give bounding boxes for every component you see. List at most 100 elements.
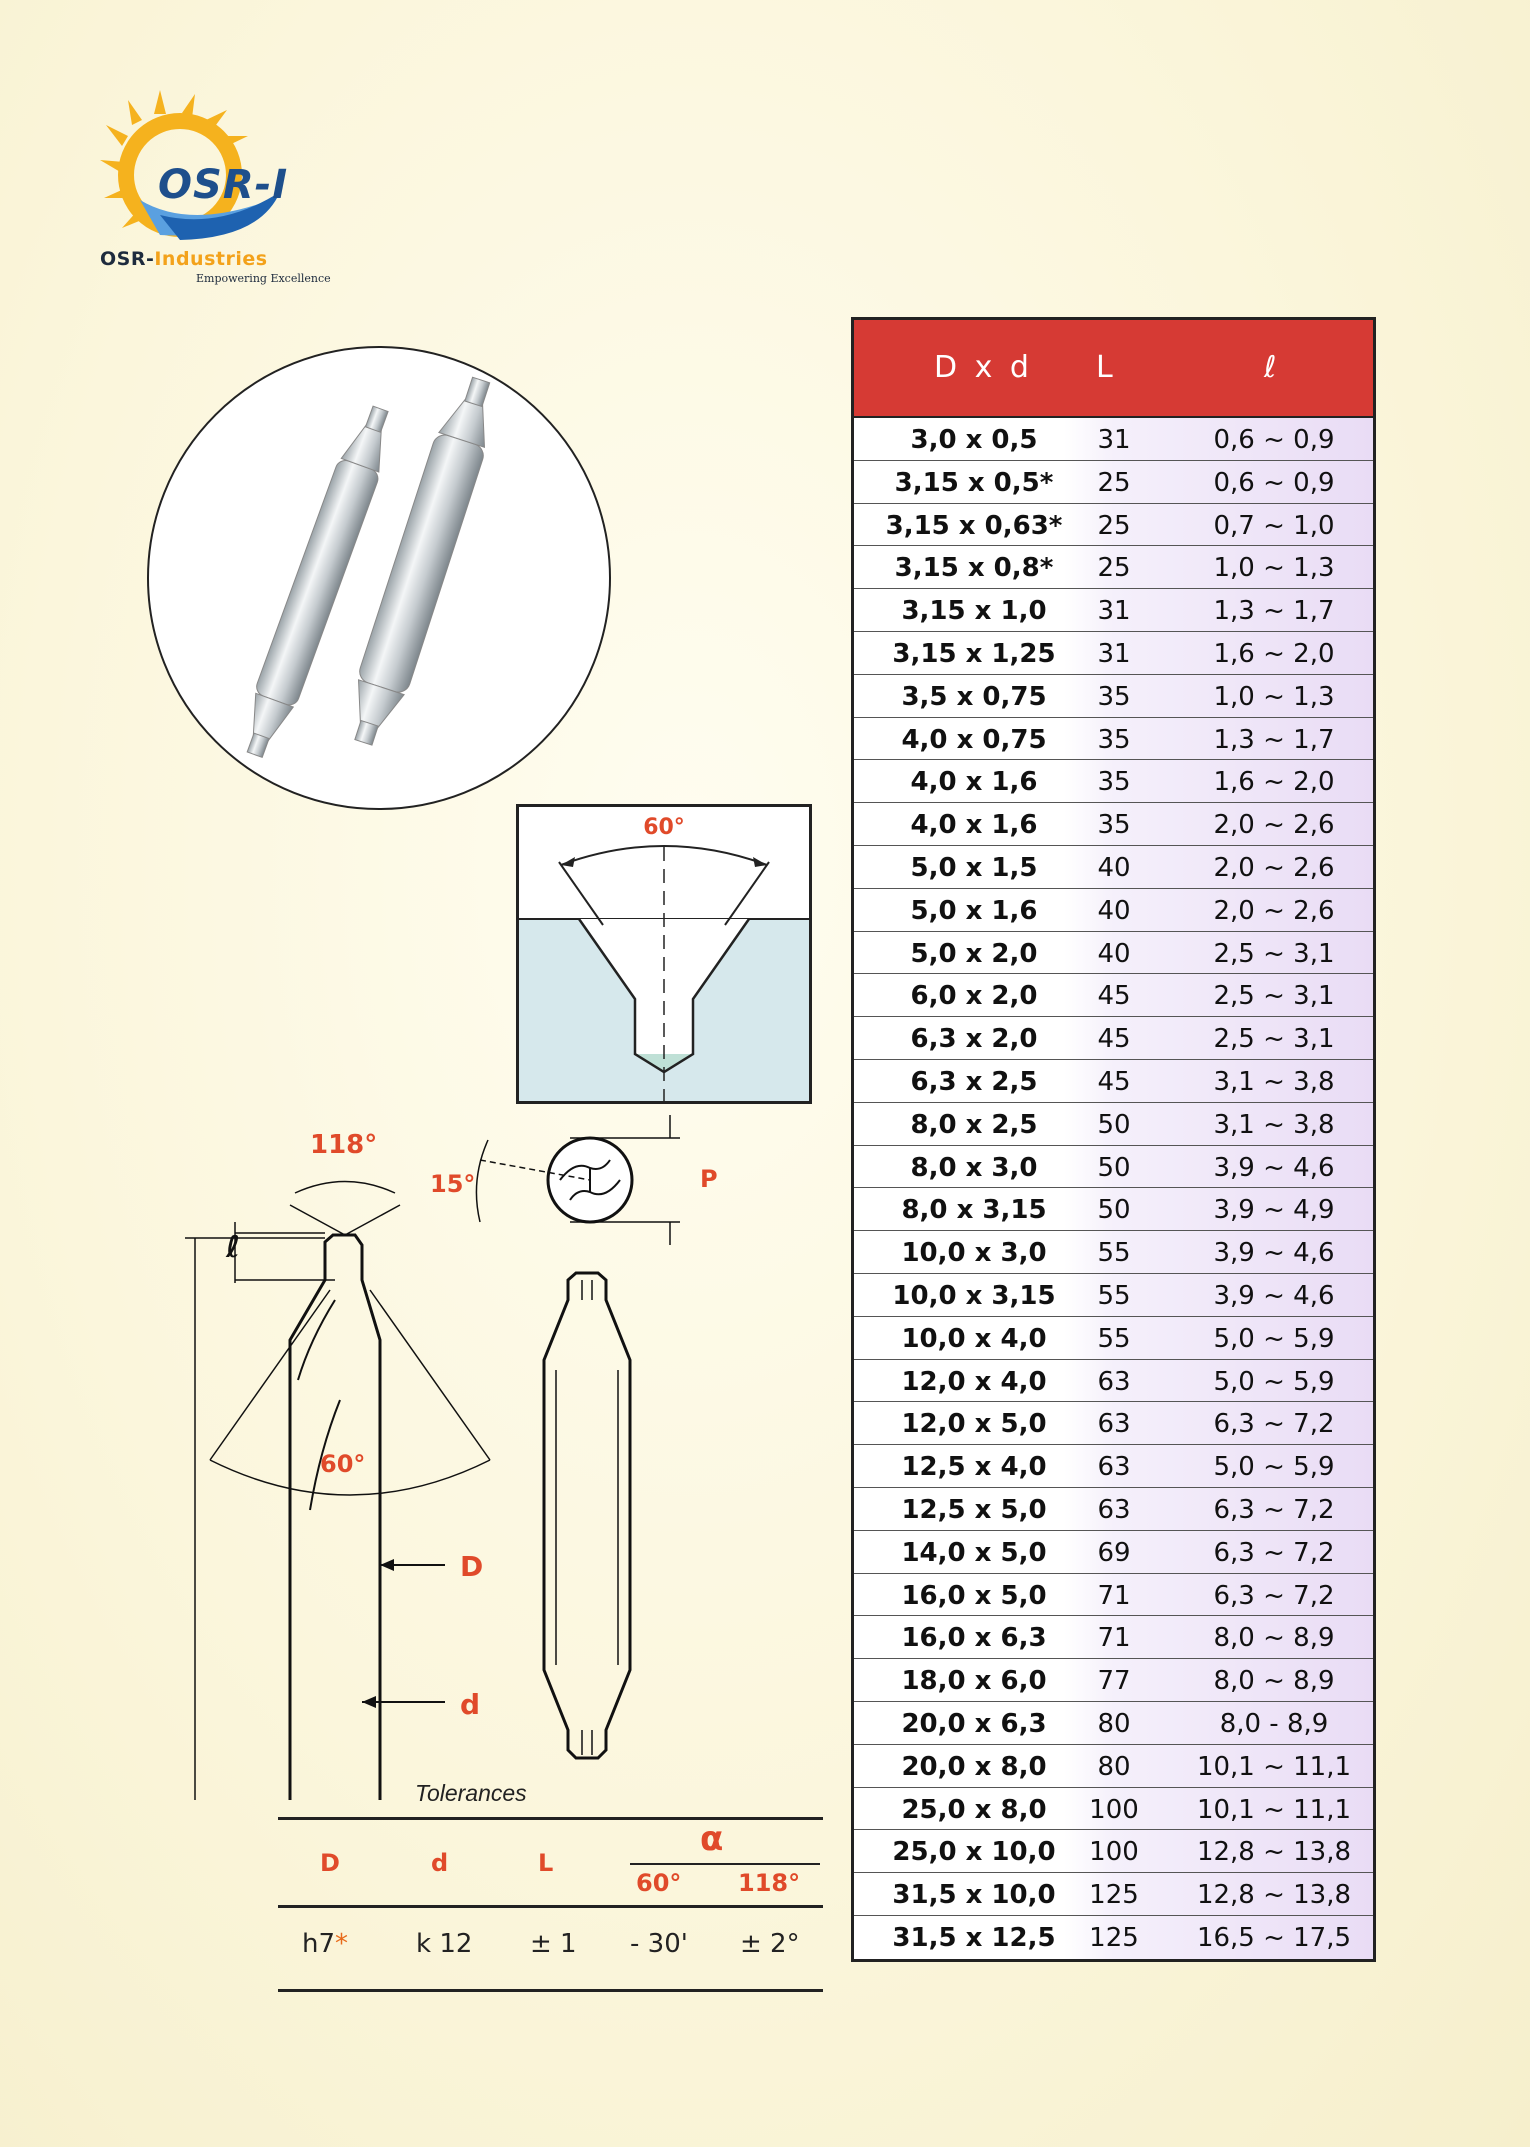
ell-cell: 6,3 ~ 7,2 <box>1213 1580 1335 1611</box>
company-logo: OSR-I OSR-Industries Empowering Excellen… <box>100 80 340 290</box>
tol-value-D: h7* <box>302 1929 349 1959</box>
table-row: 3,0 x 0,5 31 0,6 ~ 0,9 <box>854 418 1373 461</box>
length-cell: 63 <box>1097 1452 1131 1483</box>
size-cell: 5,0 x 2,0 <box>910 938 1038 969</box>
size-cell: 3,15 x 0,5* <box>894 467 1054 498</box>
ell-cell: 3,9 ~ 4,6 <box>1213 1152 1335 1183</box>
table-row: 6,3 x 2,5 45 3,1 ~ 3,8 <box>854 1059 1373 1103</box>
size-cell: 12,0 x 5,0 <box>901 1409 1047 1440</box>
size-cell: 12,0 x 4,0 <box>901 1366 1047 1397</box>
tolerances-mid-rule <box>278 1905 823 1908</box>
ell-cell: 5,0 ~ 5,9 <box>1213 1366 1335 1397</box>
tol-value-L: ± 1 <box>530 1929 577 1959</box>
length-cell: 40 <box>1097 852 1131 883</box>
size-cell: 4,0 x 0,75 <box>901 724 1047 755</box>
size-cell: 25,0 x 10,0 <box>892 1837 1056 1868</box>
table-row: 8,0 x 2,5 50 3,1 ~ 3,8 <box>854 1102 1373 1146</box>
length-cell: 45 <box>1097 981 1131 1012</box>
ell-dimension-label: ℓ <box>226 1230 241 1265</box>
ell-cell: 8,0 ~ 8,9 <box>1213 1623 1335 1654</box>
center-drill-drawing-icon <box>185 1115 680 1800</box>
ell-cell: 0,6 ~ 0,9 <box>1213 425 1335 455</box>
length-cell: 55 <box>1097 1323 1131 1354</box>
table-row: 3,15 x 0,63* 25 0,7 ~ 1,0 <box>854 503 1373 547</box>
table-row: 16,0 x 6,3 71 8,0 ~ 8,9 <box>854 1616 1373 1660</box>
size-cell: 12,5 x 4,0 <box>901 1452 1047 1483</box>
size-cell: 3,15 x 1,25 <box>892 638 1056 669</box>
size-cell: 20,0 x 6,3 <box>901 1708 1047 1739</box>
ell-cell: 2,0 ~ 2,6 <box>1213 895 1335 926</box>
length-cell: 35 <box>1097 767 1131 798</box>
table-row: 14,0 x 5,0 69 6,3 ~ 7,2 <box>854 1530 1373 1574</box>
tol-header-L: L <box>538 1849 554 1877</box>
length-cell: 31 <box>1097 425 1131 455</box>
table-row: 5,0 x 2,0 40 2,5 ~ 3,1 <box>854 931 1373 975</box>
tol-header-60: 60° <box>636 1869 682 1897</box>
size-cell: 10,0 x 4,0 <box>901 1323 1047 1354</box>
length-cell: 100 <box>1089 1794 1139 1825</box>
size-cell: 4,0 x 1,6 <box>910 767 1038 798</box>
tolerances-title: Tolerances <box>415 1780 527 1806</box>
size-cell: 16,0 x 6,3 <box>901 1623 1047 1654</box>
countersink-angle: 60° <box>643 815 685 840</box>
size-cell: 10,0 x 3,15 <box>892 1280 1056 1311</box>
ell-cell: 16,5 ~ 17,5 <box>1196 1922 1352 1953</box>
spec-table-body: 3,0 x 0,5 31 0,6 ~ 0,9 3,15 x 0,5* 25 0,6 ~ 0… <box>854 418 1373 1959</box>
table-row: 12,0 x 4,0 63 5,0 ~ 5,9 <box>854 1359 1373 1403</box>
ell-cell: 1,3 ~ 1,7 <box>1213 596 1335 627</box>
length-cell: 100 <box>1089 1837 1139 1868</box>
length-cell: 25 <box>1097 553 1131 584</box>
length-cell: 125 <box>1089 1880 1139 1911</box>
countersink-diagram-icon <box>519 845 809 1101</box>
size-cell: 6,0 x 2,0 <box>910 981 1038 1012</box>
ell-cell: 12,8 ~ 13,8 <box>1196 1837 1352 1868</box>
table-row: 3,15 x 1,0 31 1,3 ~ 1,7 <box>854 589 1373 632</box>
table-row: 20,0 x 8,0 80 10,1 ~ 11,1 <box>854 1744 1373 1788</box>
size-cell: 31,5 x 10,0 <box>892 1880 1056 1911</box>
size-cell: 8,0 x 3,0 <box>910 1152 1038 1183</box>
spec-table: D x d L ℓ 3,0 x 0,5 31 0,6 ~ 0,9 3,15 x 0,5… <box>851 317 1376 1962</box>
length-cell: 80 <box>1097 1751 1131 1782</box>
header-ell: ℓ <box>1264 350 1277 385</box>
diameter-d-label: d <box>460 1688 481 1721</box>
ell-cell: 0,7 ~ 1,0 <box>1213 510 1335 541</box>
length-cell: 25 <box>1097 510 1131 541</box>
tol-value-60: - 30' <box>630 1929 688 1959</box>
ell-cell: 0,6 ~ 0,9 <box>1213 467 1335 498</box>
table-row: 3,15 x 1,25 31 1,6 ~ 2,0 <box>854 631 1373 675</box>
ell-cell: 6,3 ~ 7,2 <box>1213 1409 1335 1440</box>
length-cell: 80 <box>1097 1708 1131 1739</box>
table-row: 31,5 x 10,0 125 12,8 ~ 13,8 <box>854 1873 1373 1916</box>
ell-cell: 2,0 ~ 2,6 <box>1213 852 1335 883</box>
table-row: 10,0 x 3,15 55 3,9 ~ 4,6 <box>854 1273 1373 1317</box>
length-cell: 50 <box>1097 1109 1131 1140</box>
table-row: 12,5 x 4,0 63 5,0 ~ 5,9 <box>854 1445 1373 1488</box>
countersink-cross-section: 60° <box>516 804 812 1104</box>
ell-cell: 3,1 ~ 3,8 <box>1213 1066 1335 1097</box>
size-cell: 31,5 x 12,5 <box>892 1922 1056 1953</box>
table-row: 5,0 x 1,6 40 2,0 ~ 2,6 <box>854 888 1373 932</box>
angle-15-label: 15° <box>430 1170 476 1198</box>
length-cell: 71 <box>1097 1580 1131 1611</box>
tol-header-alpha: α <box>700 1819 724 1859</box>
ell-cell: 10,1 ~ 11,1 <box>1196 1751 1352 1782</box>
length-cell: 55 <box>1097 1238 1131 1269</box>
length-cell: 35 <box>1097 810 1131 841</box>
length-cell: 45 <box>1097 1024 1131 1055</box>
table-row: 4,0 x 1,6 35 2,0 ~ 2,6 <box>854 803 1373 846</box>
table-row: 3,5 x 0,75 35 1,0 ~ 1,3 <box>854 674 1373 718</box>
length-cell: 35 <box>1097 681 1131 712</box>
length-cell: 35 <box>1097 724 1131 755</box>
table-row: 4,0 x 1,6 35 1,6 ~ 2,0 <box>854 760 1373 804</box>
size-cell: 3,15 x 0,63* <box>885 510 1063 541</box>
tol-value-d: k 12 <box>416 1929 473 1959</box>
ell-cell: 1,3 ~ 1,7 <box>1213 724 1335 755</box>
table-row: 16,0 x 5,0 71 6,3 ~ 7,2 <box>854 1573 1373 1617</box>
diameter-D-label: D <box>460 1550 484 1583</box>
table-row: 20,0 x 6,3 80 8,0 - 8,9 <box>854 1701 1373 1745</box>
ell-cell: 1,0 ~ 1,3 <box>1213 553 1335 584</box>
ell-cell: 2,5 ~ 3,1 <box>1213 981 1335 1012</box>
length-cell: 63 <box>1097 1494 1131 1525</box>
ell-cell: 2,5 ~ 3,1 <box>1213 1024 1335 1055</box>
length-cell: 40 <box>1097 895 1131 926</box>
